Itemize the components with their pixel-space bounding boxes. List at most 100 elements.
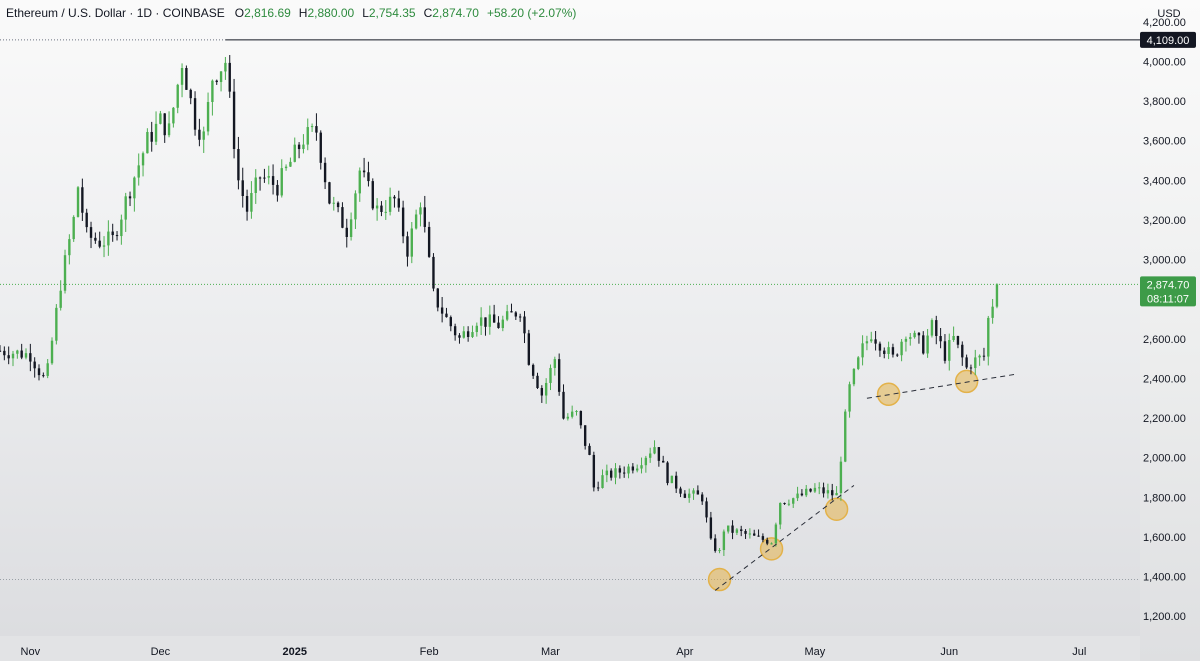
candle-up [306,127,309,145]
candle-down [319,132,322,163]
candle-down [822,487,825,494]
candle-up [848,384,851,412]
candle-up [614,468,617,478]
time-tick-label: May [805,646,826,658]
plot-area[interactable] [0,0,1140,636]
low-marker-circle [759,537,784,561]
candle-up [384,211,387,213]
candle-down [445,313,448,318]
candle-up [146,131,149,154]
candle-up [137,165,140,178]
candle-down [263,177,266,179]
candle-up [388,196,392,212]
candle-down [618,468,622,473]
price-tick-label: 3,400.00 [1143,175,1186,187]
candle-down [956,335,960,345]
candle-down [193,98,197,130]
candle-up [857,357,860,369]
time-tick-label: Jul [1072,646,1086,658]
candle-up [159,113,162,124]
candle-up [46,363,49,376]
candle-up [544,382,548,396]
candle-up [605,470,609,476]
countdown-label: 08:11:07 [1147,293,1189,305]
candle-up [154,123,158,142]
candle-down [111,231,114,236]
price-tick-label: 2,400.00 [1143,373,1186,385]
candle-down [982,355,986,357]
candle-up [653,447,656,454]
candle-down [523,316,526,334]
candle-down [85,212,88,228]
candle-down [245,196,249,212]
currency-button[interactable]: USD [1157,8,1181,20]
candle-up [471,332,474,337]
time-tick-label: Nov [21,646,41,658]
open-value: 2,816.69 [244,6,291,20]
candle-down [42,375,45,377]
candle-down [406,236,409,257]
candle-up [826,490,830,494]
candle-up [120,219,123,237]
candle-down [427,226,431,257]
candle-up [349,219,353,237]
candle-down [583,425,587,446]
candle-up [107,231,110,246]
candle-up [735,529,739,533]
candle-up [887,347,890,354]
candle-up [792,498,795,504]
time-tick-label: Mar [541,646,560,658]
price-axis[interactable] [1140,0,1200,661]
candle-up [627,466,630,474]
candle-up [289,161,292,167]
candle-up [332,202,335,204]
candle-down [432,256,435,289]
candle-up [479,317,483,326]
time-tick-label: Dec [151,646,171,658]
resistance-price-label-bg [1140,31,1196,48]
candle-down [323,162,327,183]
candle-down [492,314,496,323]
candle-down [683,493,687,498]
candle-down [241,180,244,197]
candle-up [779,503,782,525]
price-ticks-group: 1,200.00 1,400.00 1,600.00 1,800.00 2,000.00… [1143,17,1186,623]
candle-down [228,62,231,92]
candle-up [124,196,127,220]
candle-up [488,314,492,327]
candle-down [163,113,166,136]
candle-up [991,306,994,318]
candle-up [692,490,695,494]
price-tick-label: 1,600.00 [1143,532,1186,544]
candle-down [891,347,895,355]
candle-down [540,388,544,396]
candle-down [345,227,348,237]
candle-down [315,126,318,133]
candle-down [657,447,661,461]
candle-down [466,331,470,337]
low-label: L [362,6,369,20]
candle-up [748,533,752,535]
time-axis[interactable] [0,636,1140,661]
candle-down [878,343,882,351]
candle-down [783,503,786,505]
price-tick-label: 3,600.00 [1143,136,1186,148]
candle-up [24,353,28,358]
candle-down [0,350,2,352]
trendline [866,373,1015,399]
candle-down [757,535,760,537]
candle-down [831,490,834,496]
candle-up [722,531,726,551]
symbol-title[interactable]: Ethereum / U.S. Dollar · 1D · COINBASE [6,6,225,20]
trendlines-group [714,373,1015,591]
candle-down [536,375,539,389]
candle-up [852,368,856,385]
candle-down [961,344,964,358]
candle-down [622,472,626,474]
candle-down [679,488,682,494]
candle-down [731,525,734,533]
candle-up [280,168,283,196]
candle-down [401,207,405,237]
candle-up [727,525,730,532]
